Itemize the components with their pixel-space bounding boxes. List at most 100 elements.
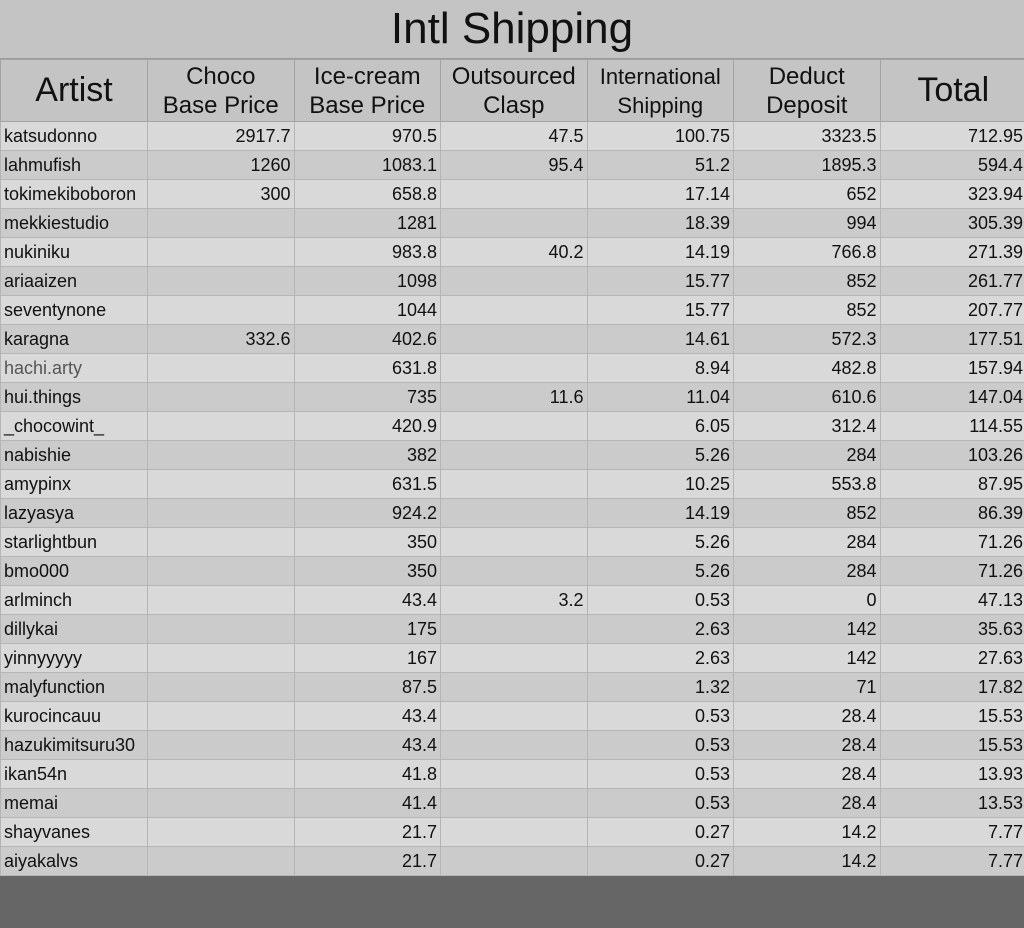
cell-total[interactable]: 114.55 (879, 411, 1024, 441)
cell-ice-cream-base-price[interactable]: 167 (293, 643, 441, 673)
cell-choco-base-price[interactable] (147, 237, 295, 267)
cell-outsourced-clasp[interactable] (440, 730, 588, 760)
cell-outsourced-clasp[interactable] (440, 759, 588, 789)
cell-international-shipping[interactable]: 17.14 (586, 179, 734, 209)
cell-total[interactable]: 271.39 (879, 237, 1024, 267)
cell-choco-base-price[interactable] (147, 759, 295, 789)
cell-international-shipping[interactable]: 51.2 (586, 150, 734, 180)
cell-deduct-deposit[interactable]: 28.4 (733, 730, 881, 760)
cell-artist[interactable]: memai (0, 788, 148, 818)
cell-ice-cream-base-price[interactable]: 43.4 (293, 730, 441, 760)
cell-artist[interactable]: _chocowint_ (0, 411, 148, 441)
cell-outsourced-clasp[interactable]: 47.5 (440, 121, 588, 151)
cell-international-shipping[interactable]: 0.53 (586, 759, 734, 789)
cell-artist[interactable]: hazukimitsuru30 (0, 730, 148, 760)
cell-international-shipping[interactable]: 5.26 (586, 527, 734, 557)
cell-international-shipping[interactable]: 6.05 (586, 411, 734, 441)
cell-outsourced-clasp[interactable] (440, 498, 588, 528)
cell-outsourced-clasp[interactable] (440, 643, 588, 673)
cell-international-shipping[interactable]: 8.94 (586, 353, 734, 383)
cell-ice-cream-base-price[interactable]: 21.7 (293, 817, 441, 847)
cell-artist[interactable]: kurocincauu (0, 701, 148, 731)
cell-artist[interactable]: katsudonno (0, 121, 148, 151)
cell-total[interactable]: 17.82 (879, 672, 1024, 702)
cell-total[interactable]: 71.26 (879, 527, 1024, 557)
cell-outsourced-clasp[interactable]: 3.2 (440, 585, 588, 615)
cell-total[interactable]: 47.13 (879, 585, 1024, 615)
cell-outsourced-clasp[interactable] (440, 556, 588, 586)
cell-outsourced-clasp[interactable] (440, 440, 588, 470)
cell-deduct-deposit[interactable]: 284 (733, 440, 881, 470)
cell-choco-base-price[interactable] (147, 208, 295, 238)
cell-ice-cream-base-price[interactable]: 924.2 (293, 498, 441, 528)
cell-artist[interactable]: malyfunction (0, 672, 148, 702)
cell-choco-base-price[interactable] (147, 527, 295, 557)
cell-artist[interactable]: aiyakalvs (0, 846, 148, 876)
cell-choco-base-price[interactable] (147, 556, 295, 586)
cell-choco-base-price[interactable] (147, 266, 295, 296)
cell-total[interactable]: 712.95 (879, 121, 1024, 151)
cell-outsourced-clasp[interactable] (440, 788, 588, 818)
cell-artist[interactable]: ariaaizen (0, 266, 148, 296)
cell-ice-cream-base-price[interactable]: 1044 (293, 295, 441, 325)
cell-deduct-deposit[interactable]: 0 (733, 585, 881, 615)
cell-outsourced-clasp[interactable]: 11.6 (440, 382, 588, 412)
cell-total[interactable]: 7.77 (879, 817, 1024, 847)
cell-international-shipping[interactable]: 14.19 (586, 498, 734, 528)
cell-total[interactable]: 323.94 (879, 179, 1024, 209)
cell-artist[interactable]: arlminch (0, 585, 148, 615)
cell-choco-base-price[interactable] (147, 846, 295, 876)
cell-deduct-deposit[interactable]: 142 (733, 643, 881, 673)
cell-outsourced-clasp[interactable]: 40.2 (440, 237, 588, 267)
cell-choco-base-price[interactable] (147, 498, 295, 528)
cell-artist[interactable]: lahmufish (0, 150, 148, 180)
cell-choco-base-price[interactable] (147, 295, 295, 325)
cell-choco-base-price[interactable] (147, 585, 295, 615)
cell-outsourced-clasp[interactable] (440, 266, 588, 296)
cell-outsourced-clasp[interactable] (440, 527, 588, 557)
cell-artist[interactable]: hachi.arty (0, 353, 148, 383)
cell-international-shipping[interactable]: 11.04 (586, 382, 734, 412)
cell-deduct-deposit[interactable]: 994 (733, 208, 881, 238)
cell-ice-cream-base-price[interactable]: 1281 (293, 208, 441, 238)
cell-artist[interactable]: tokimekiboboron (0, 179, 148, 209)
cell-total[interactable]: 87.95 (879, 469, 1024, 499)
cell-international-shipping[interactable]: 14.61 (586, 324, 734, 354)
cell-deduct-deposit[interactable]: 14.2 (733, 817, 881, 847)
cell-deduct-deposit[interactable]: 852 (733, 498, 881, 528)
cell-ice-cream-base-price[interactable]: 87.5 (293, 672, 441, 702)
cell-deduct-deposit[interactable]: 284 (733, 556, 881, 586)
cell-international-shipping[interactable]: 18.39 (586, 208, 734, 238)
cell-deduct-deposit[interactable]: 482.8 (733, 353, 881, 383)
cell-deduct-deposit[interactable]: 142 (733, 614, 881, 644)
cell-ice-cream-base-price[interactable]: 631.8 (293, 353, 441, 383)
cell-total[interactable]: 15.53 (879, 701, 1024, 731)
cell-ice-cream-base-price[interactable]: 1098 (293, 266, 441, 296)
cell-outsourced-clasp[interactable] (440, 208, 588, 238)
cell-deduct-deposit[interactable]: 553.8 (733, 469, 881, 499)
cell-international-shipping[interactable]: 0.53 (586, 788, 734, 818)
cell-international-shipping[interactable]: 2.63 (586, 643, 734, 673)
cell-deduct-deposit[interactable]: 14.2 (733, 846, 881, 876)
cell-ice-cream-base-price[interactable]: 43.4 (293, 701, 441, 731)
cell-outsourced-clasp[interactable] (440, 846, 588, 876)
cell-total[interactable]: 147.04 (879, 382, 1024, 412)
cell-international-shipping[interactable]: 15.77 (586, 295, 734, 325)
cell-choco-base-price[interactable] (147, 701, 295, 731)
cell-international-shipping[interactable]: 5.26 (586, 556, 734, 586)
cell-deduct-deposit[interactable]: 71 (733, 672, 881, 702)
cell-artist[interactable]: dillykai (0, 614, 148, 644)
cell-total[interactable]: 261.77 (879, 266, 1024, 296)
cell-choco-base-price[interactable] (147, 411, 295, 441)
cell-ice-cream-base-price[interactable]: 983.8 (293, 237, 441, 267)
cell-deduct-deposit[interactable]: 284 (733, 527, 881, 557)
cell-total[interactable]: 7.77 (879, 846, 1024, 876)
cell-ice-cream-base-price[interactable]: 382 (293, 440, 441, 470)
cell-choco-base-price[interactable]: 1260 (147, 150, 295, 180)
cell-international-shipping[interactable]: 0.53 (586, 730, 734, 760)
cell-total[interactable]: 71.26 (879, 556, 1024, 586)
cell-choco-base-price[interactable]: 300 (147, 179, 295, 209)
cell-international-shipping[interactable]: 5.26 (586, 440, 734, 470)
cell-deduct-deposit[interactable]: 312.4 (733, 411, 881, 441)
cell-artist[interactable]: starlightbun (0, 527, 148, 557)
